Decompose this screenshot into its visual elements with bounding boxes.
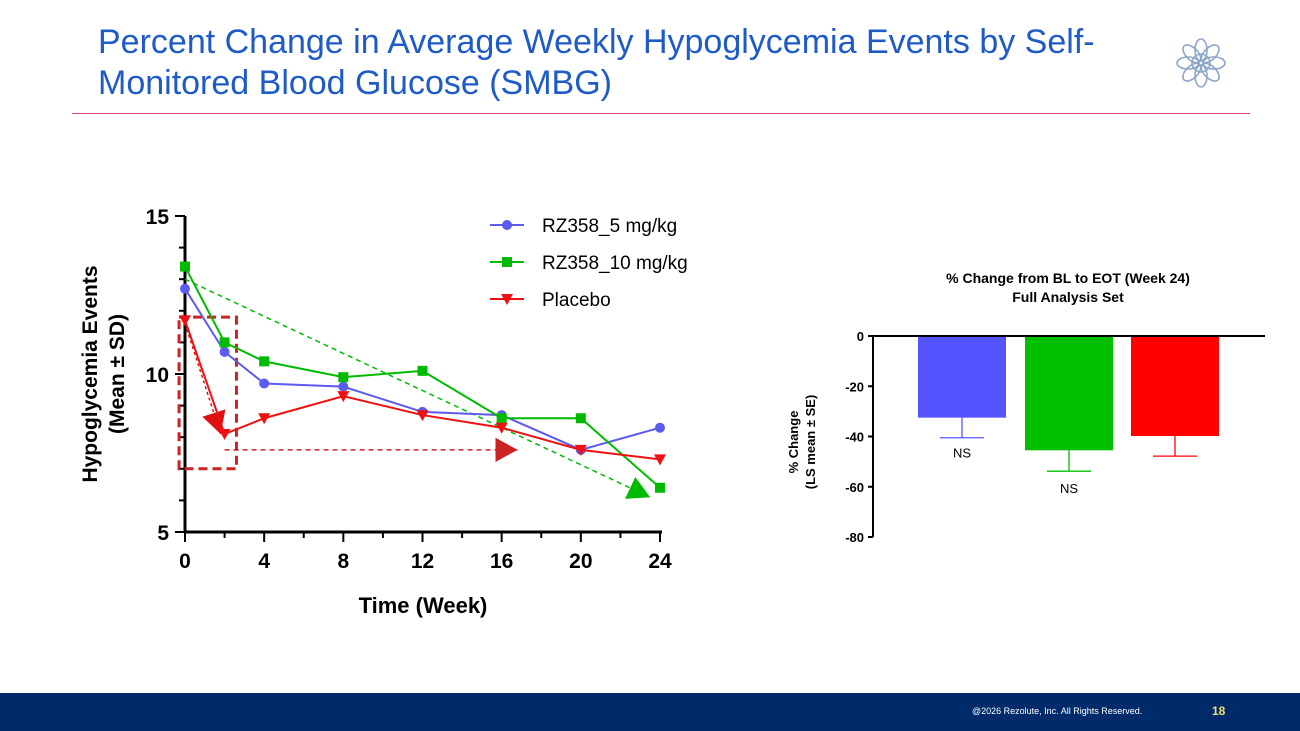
arrowhead	[495, 437, 518, 462]
legend-label: RZ358_10 mg/kg	[542, 253, 688, 274]
legend-marker	[502, 220, 512, 230]
data-point	[180, 283, 190, 294]
rezolute-logo-icon	[1176, 38, 1226, 88]
copyright-text: @2026 Rezolute, Inc. All Rights Reserved…	[972, 706, 1143, 716]
y-axis-label-line: Hypoglycemia Events	[79, 265, 102, 482]
data-point	[495, 422, 508, 434]
annotation-dashed-box	[177, 315, 238, 471]
bar-y-tick-label: -40	[845, 430, 864, 445]
data-point	[416, 410, 429, 422]
bar-chart-subtitle: Full Analysis Set	[1012, 289, 1124, 305]
data-point	[259, 378, 270, 389]
bar-1	[1025, 336, 1113, 451]
legend-marker	[501, 294, 513, 305]
data-point	[219, 337, 230, 348]
data-point	[180, 261, 190, 272]
arrowhead	[202, 409, 226, 435]
significance-label: NS	[953, 446, 971, 461]
data-point	[496, 413, 507, 424]
bar-chart-title: % Change from BL to EOT (Week 24)	[946, 270, 1190, 286]
bar-0	[918, 336, 1006, 418]
significance-label: NS	[1060, 481, 1078, 496]
charts-canvas: 5 10 15 0 4 8 12 16 20 24 Time (Week) Hypoglycemia …	[79, 206, 1265, 618]
bar-y-tick-label: -80	[845, 530, 864, 545]
bar-y-tick-label: -20	[845, 379, 864, 394]
footer-bar	[0, 693, 1300, 731]
data-point	[337, 391, 350, 403]
series-line-1	[184, 266, 661, 489]
data-point	[258, 413, 271, 425]
page-number: 18	[1212, 704, 1226, 718]
series-line-0	[184, 288, 661, 451]
data-point	[654, 454, 666, 466]
title-divider	[72, 113, 1250, 114]
y-tick-label: 15	[146, 206, 170, 229]
data-point	[219, 346, 230, 357]
bar-y-axis-label: % Change (LS mean ± SE)	[786, 395, 818, 490]
data-point	[574, 444, 587, 456]
data-point	[417, 365, 428, 376]
data-point	[179, 315, 191, 327]
legend-label: Placebo	[542, 290, 611, 311]
bar-y-axis-label-line: (LS mean ± SE)	[803, 395, 818, 490]
bar-y-axis-label-line: % Change	[786, 411, 801, 474]
bar-2	[1131, 336, 1219, 436]
x-tick-label: 24	[648, 550, 672, 573]
x-tick-label: 20	[569, 550, 592, 573]
bar-y-tick-label: -60	[845, 480, 864, 495]
data-point	[218, 429, 231, 441]
x-tick-label: 4	[258, 550, 270, 573]
bar-y-tick-label: 0	[857, 329, 864, 344]
data-point	[655, 482, 665, 493]
y-tick-label: 5	[157, 522, 169, 545]
legend-marker	[502, 257, 512, 267]
data-point	[338, 372, 349, 383]
y-axis-label-line: (Mean ± SD)	[106, 314, 129, 434]
x-tick-label: 0	[179, 550, 191, 573]
arrowhead	[625, 476, 651, 499]
x-tick-label: 16	[490, 550, 513, 573]
data-point	[655, 422, 665, 433]
annotation-dashed-trend-arrow	[184, 278, 651, 498]
series-line-2	[184, 319, 661, 461]
data-point	[338, 381, 349, 392]
x-tick-label: 8	[337, 550, 349, 573]
x-axis-label: Time (Week)	[359, 593, 488, 618]
x-tick-label: 12	[411, 550, 434, 573]
legend-label: RZ358_5 mg/kg	[542, 216, 677, 237]
data-point	[259, 356, 270, 367]
data-point	[575, 413, 586, 424]
page-title: Percent Change in Average Weekly Hypogly…	[98, 23, 1095, 102]
y-axis-label: Hypoglycemia Events (Mean ± SD)	[79, 265, 129, 482]
y-tick-label: 10	[146, 364, 169, 387]
